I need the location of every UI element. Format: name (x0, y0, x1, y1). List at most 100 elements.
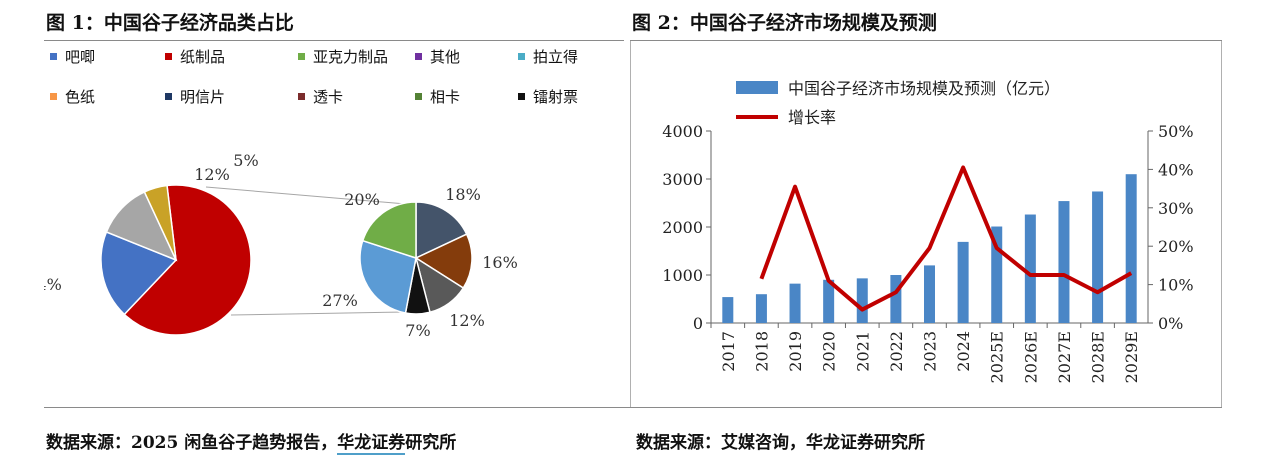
legend-swatch (165, 53, 172, 60)
legend-label: 吧唧 (65, 48, 96, 66)
right-figure-title: 图 2：中国谷子经济市场规模及预测 (632, 12, 937, 34)
bar (991, 226, 1003, 323)
x-tick-label: 2026E (1021, 331, 1040, 383)
right-top-rule (630, 40, 1222, 41)
legend-swatch (165, 93, 172, 100)
left-tick-label: 3000 (662, 170, 703, 189)
growth-line (759, 165, 1133, 312)
legend-item: 相卡 (415, 86, 460, 107)
legend-item: 明信片 (165, 86, 225, 107)
pie-slice (414, 233, 473, 290)
legend-item: 拍立得 (518, 46, 578, 67)
left-figure-title: 图 1：中国谷子经济品类占比 (46, 12, 294, 34)
legend-item: 纸制品 (165, 46, 225, 67)
legend-line-label: 增长率 (788, 108, 836, 127)
bar (722, 297, 734, 323)
legend-swatch (298, 93, 305, 100)
bar (823, 279, 835, 323)
legend-bar-label: 中国谷子经济市场规模及预测（亿元） (788, 79, 1060, 98)
bar (1092, 191, 1104, 323)
right-tick-label: 30% (1158, 199, 1194, 218)
connector-line (230, 311, 407, 316)
sub-pie-label: 12% (449, 311, 485, 330)
combo-chart: 0 1000 2000 3000 4000 0% 10% 20% 30% 40% 50% 2017 20… (662, 79, 1194, 383)
legend-swatch (518, 53, 525, 60)
left-source-link[interactable]: 华龙证券 (337, 433, 406, 455)
bottom-rule (44, 407, 1222, 408)
legend-swatch (50, 53, 57, 60)
legend-item: 吧唧 (50, 46, 95, 67)
x-tick-label: 2018 (752, 331, 771, 372)
bar (1058, 201, 1070, 323)
bar (924, 265, 935, 323)
right-left-border (630, 41, 631, 407)
legend-label: 亚克力制品 (313, 48, 389, 66)
legend-item: 镭射票 (518, 86, 578, 107)
legend-swatch (415, 93, 422, 100)
bar (1024, 214, 1036, 323)
left-tick-label: 4000 (662, 122, 703, 141)
bar (890, 275, 902, 323)
x-tick-label: 2025E (988, 331, 1007, 383)
x-tick-label: 2029E (1122, 331, 1141, 383)
sub-pie-label: 7% (405, 321, 430, 340)
x-tick-label: 2023 (921, 331, 940, 372)
legend-swatch (298, 53, 305, 60)
x-tick-label: 2028E (1089, 331, 1108, 383)
sub-pie-label: 16% (482, 253, 518, 272)
legend-label: 相卡 (430, 88, 461, 106)
sub-pie-label: 18% (445, 185, 481, 204)
pie-chart: 64%19%12%5%18%16%12%7%27%20% (44, 151, 518, 340)
right-source: 数据来源：艾媒咨询，华龙证券研究所 (636, 433, 925, 453)
pie-slice (359, 239, 417, 314)
legend-bar-swatch (736, 81, 778, 94)
legend-swatch (415, 53, 422, 60)
sub-pie-label: 27% (322, 291, 358, 310)
legend-label: 明信片 (180, 88, 226, 106)
right-tick-label: 10% (1158, 276, 1194, 295)
pie-slice (143, 184, 177, 261)
right-tick-label: 20% (1158, 237, 1194, 256)
legend-label: 色纸 (65, 88, 96, 106)
legend-item: 色纸 (50, 86, 95, 107)
legend-item: 透卡 (298, 86, 343, 107)
left-tick-label: 2000 (662, 218, 703, 237)
legend-swatch (50, 93, 57, 100)
x-tick-label: 2024 (954, 331, 973, 372)
pie-label: 12% (194, 165, 230, 184)
left-source: 数据来源：2025 闲鱼谷子趋势报告，华龙证券研究所 (46, 428, 457, 455)
pie-label: 64% (44, 275, 62, 294)
legend-label: 纸制品 (180, 48, 226, 66)
left-source-tail: 研究所 (405, 433, 457, 453)
right-tick-label: 50% (1158, 122, 1194, 141)
legend-item: 亚克力制品 (298, 46, 388, 67)
right-tick-label: 0% (1158, 314, 1183, 333)
left-tick-label: 0 (693, 314, 703, 333)
pie-slice (123, 184, 252, 336)
connector-line (205, 186, 407, 205)
sub-pie-label: 20% (344, 190, 380, 209)
bar (789, 283, 801, 323)
bar (957, 241, 969, 323)
left-source-text: 数据来源：2025 闲鱼谷子趋势报告， (46, 433, 338, 453)
legend-item: 其他 (415, 46, 460, 67)
bar (755, 294, 767, 323)
pie-label: 5% (233, 151, 258, 170)
left-tick-label: 1000 (662, 266, 703, 285)
x-tick-label: 2019 (786, 331, 805, 372)
left-top-rule (44, 40, 624, 41)
x-tick-label: 2017 (719, 331, 738, 372)
legend-label: 其他 (430, 48, 461, 66)
bar (1125, 174, 1137, 323)
x-tick-label: 2021 (853, 331, 872, 372)
legend-label: 拍立得 (533, 48, 579, 66)
legend-label: 镭射票 (533, 88, 579, 106)
bar (856, 278, 868, 323)
pie-slice (361, 201, 417, 260)
x-tick-label: 2020 (820, 331, 839, 372)
legend-label: 透卡 (313, 88, 344, 106)
right-right-border (1221, 41, 1222, 407)
pie-slice (415, 201, 468, 260)
x-tick-label: 2022 (887, 331, 906, 372)
x-tick-label: 2027E (1055, 331, 1074, 383)
